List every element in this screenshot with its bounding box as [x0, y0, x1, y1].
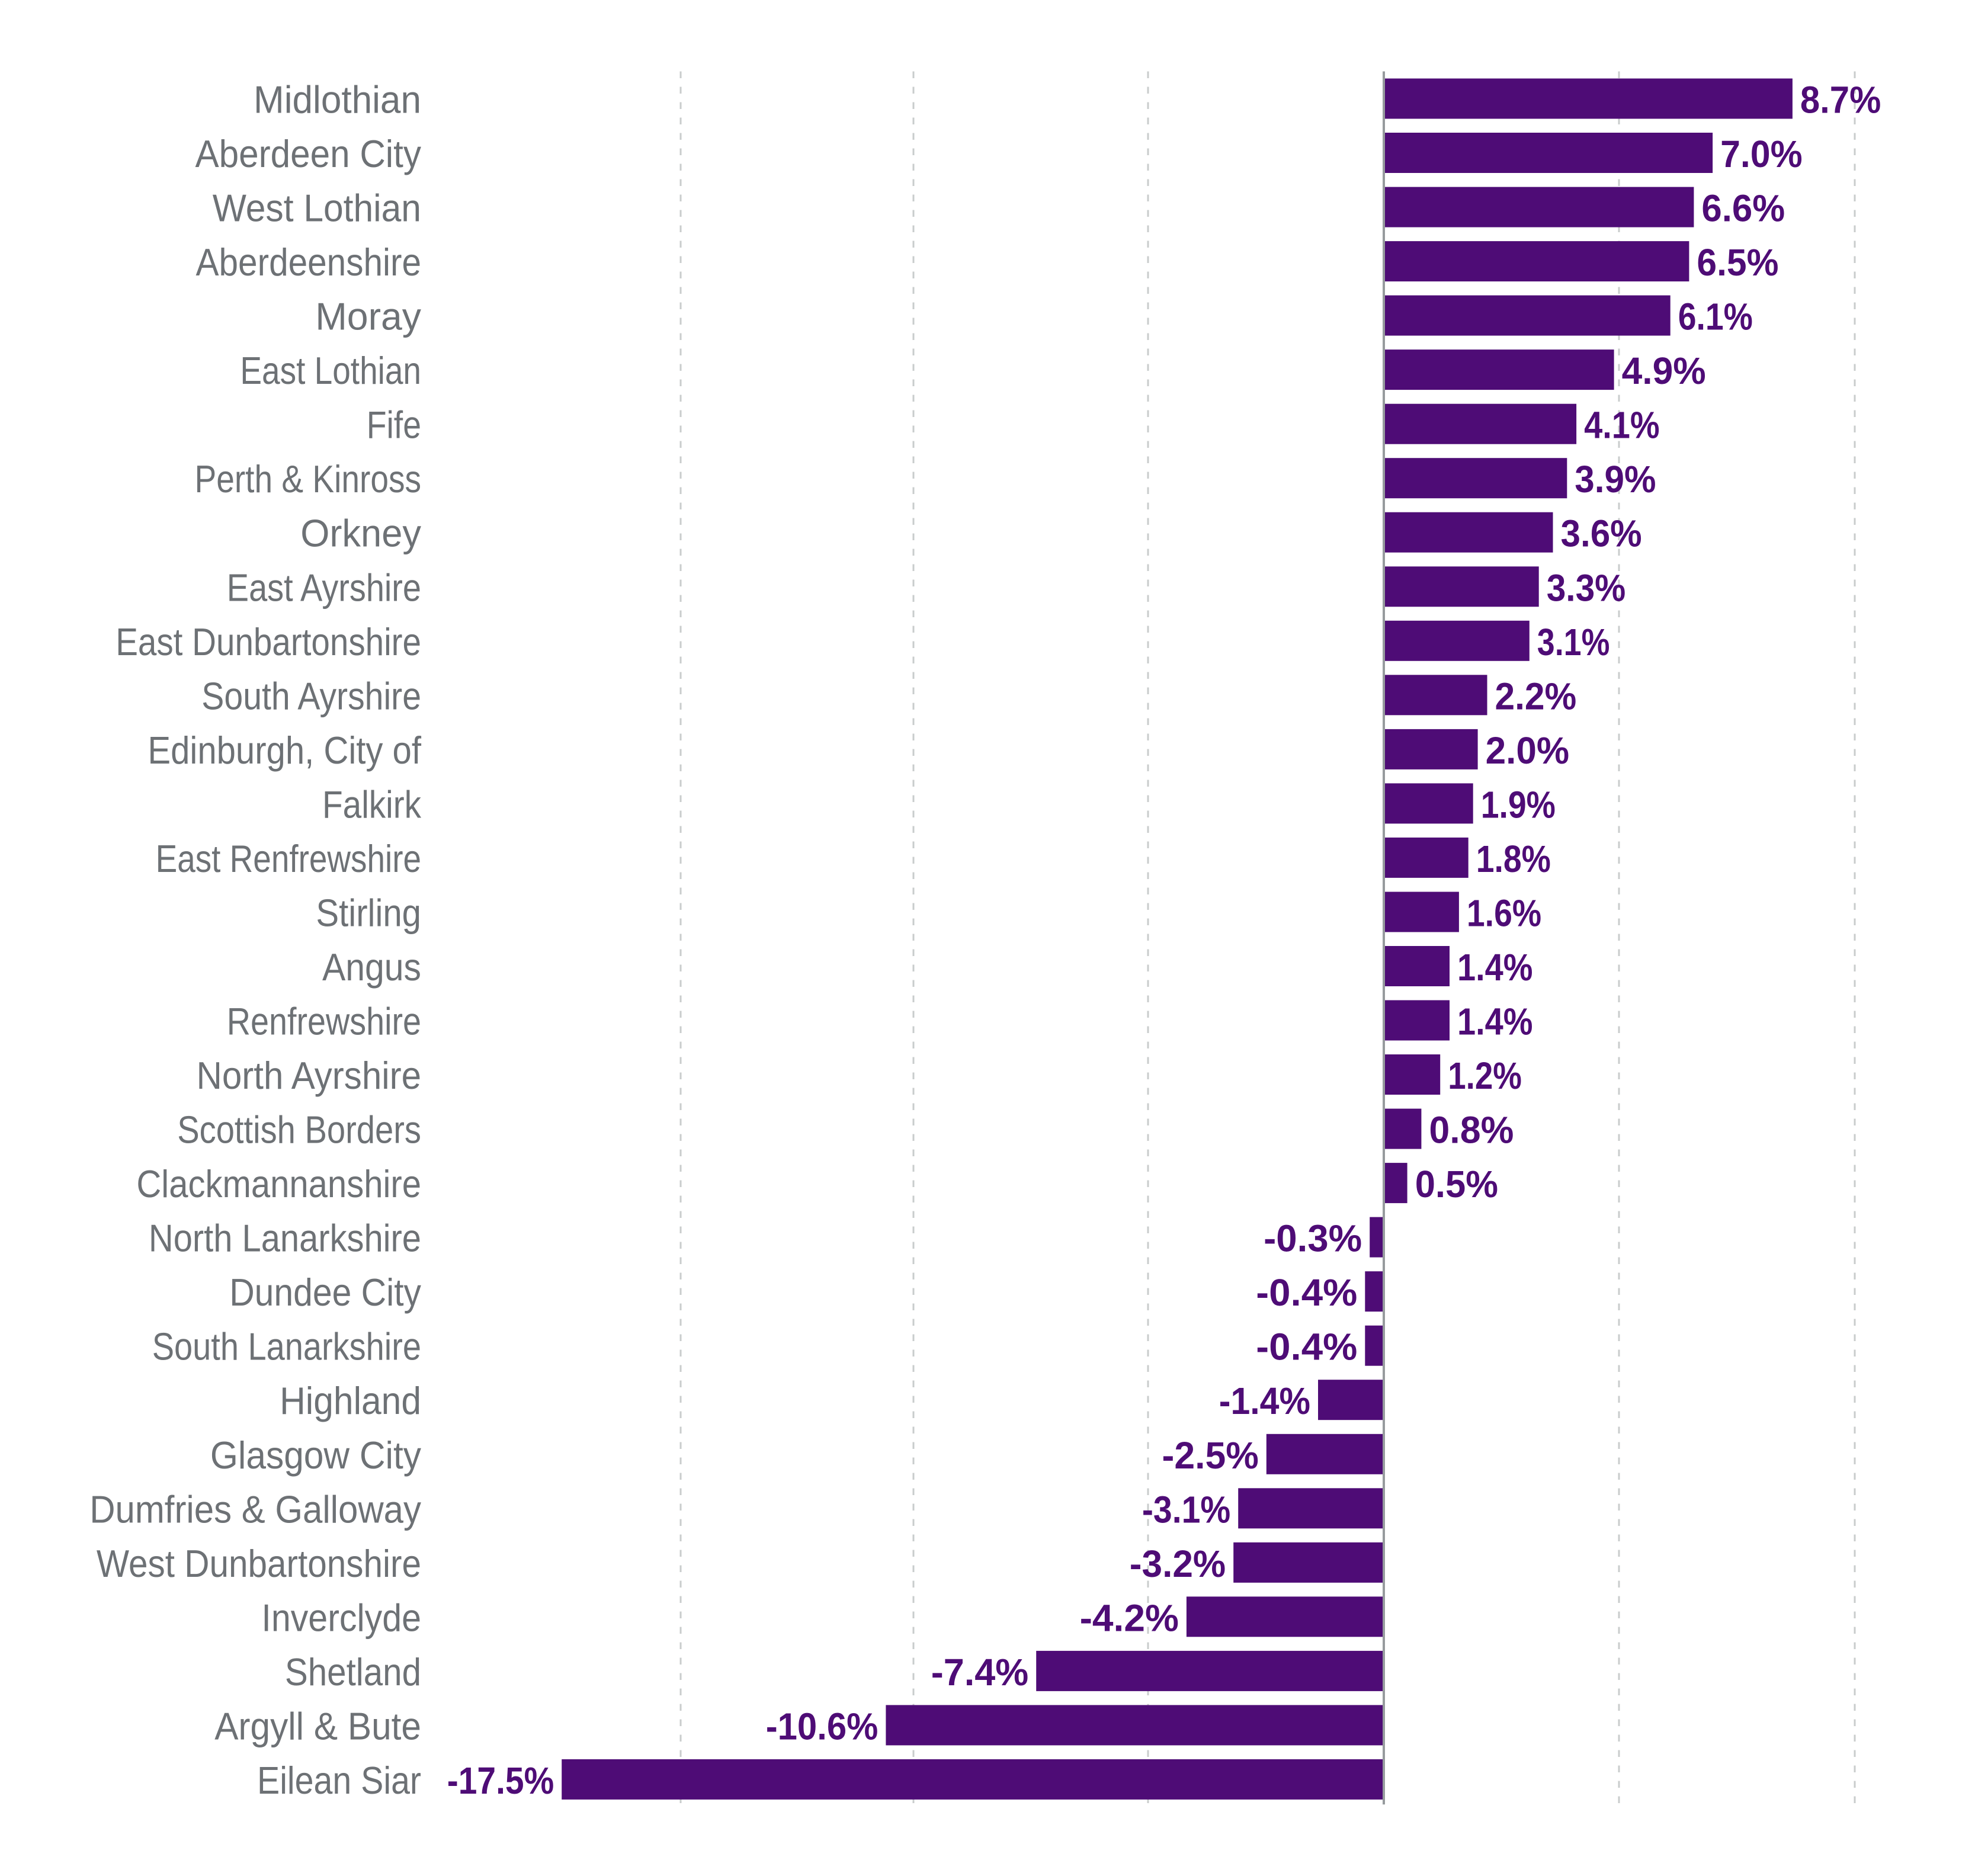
- svg-text:Clackmannanshire: Clackmannanshire: [136, 1162, 421, 1205]
- svg-text:3.3%: 3.3%: [1547, 566, 1626, 609]
- svg-text:0.5%: 0.5%: [1415, 1163, 1498, 1205]
- svg-text:West Lothian: West Lothian: [213, 187, 421, 230]
- svg-text:-0.4%: -0.4%: [1256, 1326, 1357, 1368]
- svg-text:Shetland: Shetland: [285, 1650, 421, 1694]
- svg-text:South Ayrshire: South Ayrshire: [201, 674, 421, 717]
- svg-text:-0.4%: -0.4%: [1256, 1271, 1357, 1314]
- svg-text:Scottish Borders: Scottish Borders: [177, 1108, 421, 1152]
- svg-text:-3.2%: -3.2%: [1130, 1543, 1226, 1585]
- svg-text:Falkirk: Falkirk: [322, 783, 421, 826]
- svg-text:Aberdeen City: Aberdeen City: [195, 132, 422, 175]
- svg-text:2.2%: 2.2%: [1495, 675, 1577, 717]
- svg-text:Eilean Siar: Eilean Siar: [257, 1759, 421, 1802]
- svg-text:-4.2%: -4.2%: [1080, 1596, 1179, 1639]
- svg-text:-7.4%: -7.4%: [931, 1651, 1028, 1694]
- svg-text:3.6%: 3.6%: [1561, 512, 1642, 555]
- svg-text:East Ayrshire: East Ayrshire: [227, 566, 421, 609]
- svg-text:8.7%: 8.7%: [1800, 79, 1881, 121]
- svg-text:North Ayrshire: North Ayrshire: [197, 1054, 422, 1097]
- svg-text:East Lothian: East Lothian: [240, 349, 421, 392]
- svg-text:East Dunbartonshire: East Dunbartonshire: [116, 620, 421, 663]
- svg-text:Inverclyde: Inverclyde: [261, 1596, 421, 1639]
- svg-text:Angus: Angus: [322, 945, 421, 989]
- svg-text:Aberdeenshire: Aberdeenshire: [196, 240, 422, 284]
- svg-text:1.9%: 1.9%: [1481, 783, 1556, 826]
- svg-text:Glasgow City: Glasgow City: [210, 1434, 422, 1477]
- svg-text:2.0%: 2.0%: [1486, 729, 1570, 772]
- svg-text:7.0%: 7.0%: [1720, 133, 1803, 175]
- svg-text:-1.4%: -1.4%: [1219, 1380, 1310, 1422]
- svg-text:0.8%: 0.8%: [1429, 1109, 1514, 1152]
- svg-text:-2.5%: -2.5%: [1162, 1434, 1259, 1477]
- svg-text:Moray: Moray: [315, 295, 421, 338]
- svg-text:Dundee City: Dundee City: [229, 1271, 421, 1314]
- svg-text:1.4%: 1.4%: [1457, 1000, 1533, 1043]
- svg-text:4.1%: 4.1%: [1584, 404, 1660, 447]
- svg-text:1.6%: 1.6%: [1467, 892, 1541, 935]
- svg-text:4.9%: 4.9%: [1622, 349, 1706, 392]
- svg-text:East Renfrewshire: East Renfrewshire: [156, 837, 421, 880]
- svg-text:-10.6%: -10.6%: [766, 1705, 879, 1747]
- svg-text:3.1%: 3.1%: [1537, 621, 1610, 663]
- svg-text:Edinburgh, City of: Edinburgh, City of: [148, 729, 421, 772]
- svg-text:Renfrewshire: Renfrewshire: [227, 1000, 421, 1043]
- svg-text:6.5%: 6.5%: [1697, 241, 1778, 284]
- svg-text:6.1%: 6.1%: [1678, 296, 1753, 338]
- svg-text:1.2%: 1.2%: [1448, 1054, 1522, 1097]
- svg-text:Orkney: Orkney: [300, 512, 421, 555]
- svg-text:-17.5%: -17.5%: [447, 1759, 554, 1802]
- svg-text:Stirling: Stirling: [316, 891, 421, 935]
- svg-text:Fife: Fife: [367, 403, 421, 447]
- svg-text:North Lanarkshire: North Lanarkshire: [149, 1217, 421, 1260]
- svg-text:Dumfries & Galloway: Dumfries & Galloway: [89, 1487, 421, 1531]
- svg-text:1.4%: 1.4%: [1457, 946, 1533, 989]
- svg-text:3.9%: 3.9%: [1575, 458, 1656, 501]
- svg-text:South Lanarkshire: South Lanarkshire: [152, 1325, 421, 1368]
- svg-text:Midlothian: Midlothian: [254, 78, 421, 121]
- svg-text:-0.3%: -0.3%: [1264, 1217, 1362, 1260]
- svg-text:6.6%: 6.6%: [1701, 187, 1785, 230]
- svg-text:Perth & Kinross: Perth & Kinross: [195, 457, 422, 501]
- svg-text:1.8%: 1.8%: [1476, 838, 1551, 880]
- svg-text:Argyll & Bute: Argyll & Bute: [214, 1704, 421, 1747]
- svg-text:-3.1%: -3.1%: [1142, 1488, 1230, 1531]
- svg-text:West Dunbartonshire: West Dunbartonshire: [97, 1542, 421, 1585]
- svg-text:Highland: Highland: [280, 1379, 421, 1422]
